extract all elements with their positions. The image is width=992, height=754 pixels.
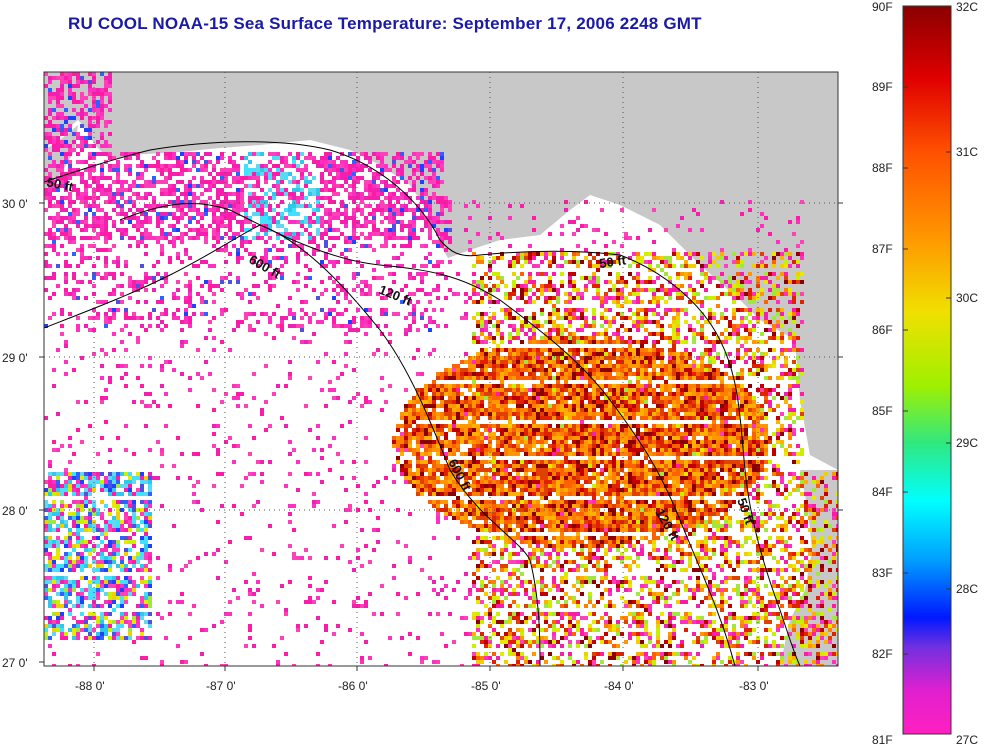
lon-label-88: -88 0' <box>75 679 105 693</box>
lon-label-84: -84 0' <box>604 679 634 693</box>
cb-f-88: 88F <box>872 161 893 175</box>
land-north <box>44 72 838 470</box>
cb-f-86: 86F <box>872 323 893 337</box>
cb-c-31: 31C <box>956 145 979 159</box>
lon-label-85: -85 0' <box>471 679 501 693</box>
cb-c-30: 30C <box>956 291 979 305</box>
cb-f-89: 89F <box>872 80 893 94</box>
contour-label-50ft-west: 50 ft <box>45 174 75 194</box>
cb-c-32: 32C <box>956 0 979 14</box>
lat-label-27: 27 0' <box>2 656 28 670</box>
contour-label-50ft-upper-east: 50 ft <box>598 252 627 271</box>
contour-50ft-east <box>479 250 801 666</box>
contour-120ft <box>119 203 736 666</box>
plot-frame <box>43 71 839 667</box>
cb-f-82: 82F <box>872 647 893 661</box>
contour-600ft <box>44 224 541 666</box>
lon-label-87: -87 0' <box>206 679 236 693</box>
colorbar <box>902 5 952 735</box>
cb-f-81: 81F <box>872 733 893 747</box>
sst-pixels <box>44 72 838 666</box>
cb-c-28: 28C <box>956 582 979 596</box>
cb-c-29: 29C <box>956 436 979 450</box>
lat-label-30: 30 0' <box>2 197 28 211</box>
contour-50ft-west <box>44 141 481 257</box>
lat-label-29: 29 0' <box>2 351 28 365</box>
graticule <box>44 72 838 666</box>
axis-ticks <box>39 202 843 671</box>
lon-label-83: -83 0' <box>739 679 769 693</box>
lat-label-28: 28 0' <box>2 504 28 518</box>
cb-f-85: 85F <box>872 404 893 418</box>
colorbar-ticks <box>903 86 951 655</box>
cb-f-87: 87F <box>872 242 893 256</box>
bathymetry-contours <box>44 141 801 666</box>
map-title: RU COOL NOAA-15 Sea Surface Temperature:… <box>68 14 702 33</box>
cb-f-83: 83F <box>872 566 893 580</box>
cb-f-90: 90F <box>872 0 893 14</box>
cb-c-27: 27C <box>956 733 979 747</box>
lon-label-86: -86 0' <box>338 679 368 693</box>
cb-f-84: 84F <box>872 485 893 499</box>
